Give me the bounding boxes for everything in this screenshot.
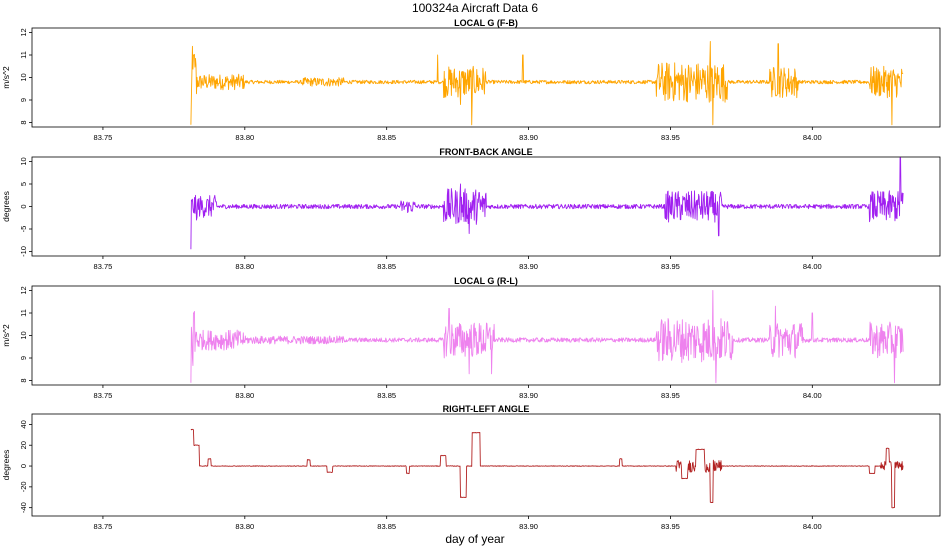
- x-tick-label: 83.85: [377, 391, 396, 400]
- series-line: [190, 41, 904, 126]
- series-line: [190, 428, 904, 509]
- x-tick-label: 83.80: [235, 522, 254, 531]
- y-tick-label: 5: [19, 182, 28, 186]
- series-line: [190, 157, 904, 250]
- y-axis-label: m/s^2: [1, 324, 11, 347]
- panel-title: LOCAL G (F-B): [454, 18, 518, 28]
- x-tick-label: 83.90: [519, 262, 538, 271]
- series-line: [190, 290, 904, 384]
- x-tick-label: 83.80: [235, 262, 254, 271]
- x-tick-label: 83.80: [235, 133, 254, 142]
- y-tick-label: 11: [19, 51, 28, 59]
- y-tick-label: -5: [19, 226, 28, 233]
- x-axis-label: day of year: [445, 532, 504, 546]
- x-tick-label: 83.90: [519, 391, 538, 400]
- x-tick-label: 83.95: [661, 391, 680, 400]
- x-tick-label: 83.75: [94, 262, 113, 271]
- y-tick-label: 12: [19, 286, 28, 294]
- panel-4: RIGHT-LEFT ANGLE degrees -40 -20 0 20 40 83.75 8…: [1, 404, 941, 531]
- y-tick-label: 9: [19, 356, 28, 360]
- x-tick-label: 83.90: [519, 522, 538, 531]
- x-tick-label: 83.75: [94, 133, 113, 142]
- x-tick-label: 83.95: [661, 133, 680, 142]
- y-tick-label: 10: [19, 331, 28, 339]
- x-tick-label: 84.00: [803, 522, 822, 531]
- y-tick-label: 10: [19, 157, 28, 165]
- y-tick-label: 12: [19, 28, 28, 36]
- y-tick-label: -10: [19, 246, 28, 257]
- panel-3: LOCAL G (R-L) m/s^2 8 9 10 11 12 83.75 83.80 83.8…: [1, 276, 941, 400]
- y-axis-label: m/s^2: [1, 66, 11, 89]
- y-tick-label: 9: [19, 98, 28, 102]
- y-tick-label: 8: [19, 120, 28, 124]
- x-tick-label: 83.75: [94, 522, 113, 531]
- x-tick-label: 83.80: [235, 391, 254, 400]
- panel-2: FRONT-BACK ANGLE degrees -10 -5 0 5 10 83.75 83.…: [1, 147, 941, 271]
- x-tick-label: 83.95: [661, 522, 680, 531]
- plot-frame: [31, 413, 941, 517]
- y-tick-label: 0: [19, 464, 28, 468]
- y-axis-label: degrees: [1, 191, 11, 222]
- panel-title: FRONT-BACK ANGLE: [439, 147, 532, 157]
- y-axis-label: degrees: [1, 450, 11, 481]
- x-tick-label: 84.00: [803, 133, 822, 142]
- x-tick-label: 84.00: [803, 262, 822, 271]
- panel-1: LOCAL G (F-B) m/s^2 8 9 10 11 12 83.75 83.80 83.8…: [1, 18, 941, 142]
- x-tick-label: 83.75: [94, 391, 113, 400]
- figure-title: 100324a Aircraft Data 6: [412, 1, 538, 15]
- y-tick-label: 10: [19, 73, 28, 81]
- panels: LOCAL G (F-B) m/s^2 8 9 10 11 12 83.75 83.80 83.8…: [1, 18, 941, 531]
- x-tick-label: 83.85: [377, 522, 396, 531]
- x-tick-label: 84.00: [803, 391, 822, 400]
- y-tick-label: 8: [19, 378, 28, 382]
- y-tick-label: 20: [19, 441, 28, 449]
- x-tick-label: 83.90: [519, 133, 538, 142]
- y-tick-label: 40: [19, 420, 28, 428]
- y-tick-label: 11: [19, 309, 28, 317]
- panel-title: LOCAL G (R-L): [454, 276, 518, 286]
- x-tick-label: 83.85: [377, 133, 396, 142]
- y-tick-label: -40: [19, 502, 28, 513]
- x-tick-label: 83.95: [661, 262, 680, 271]
- x-tick-label: 83.85: [377, 262, 396, 271]
- panel-title: RIGHT-LEFT ANGLE: [443, 404, 530, 414]
- y-tick-label: -20: [19, 481, 28, 492]
- y-tick-label: 0: [19, 204, 28, 208]
